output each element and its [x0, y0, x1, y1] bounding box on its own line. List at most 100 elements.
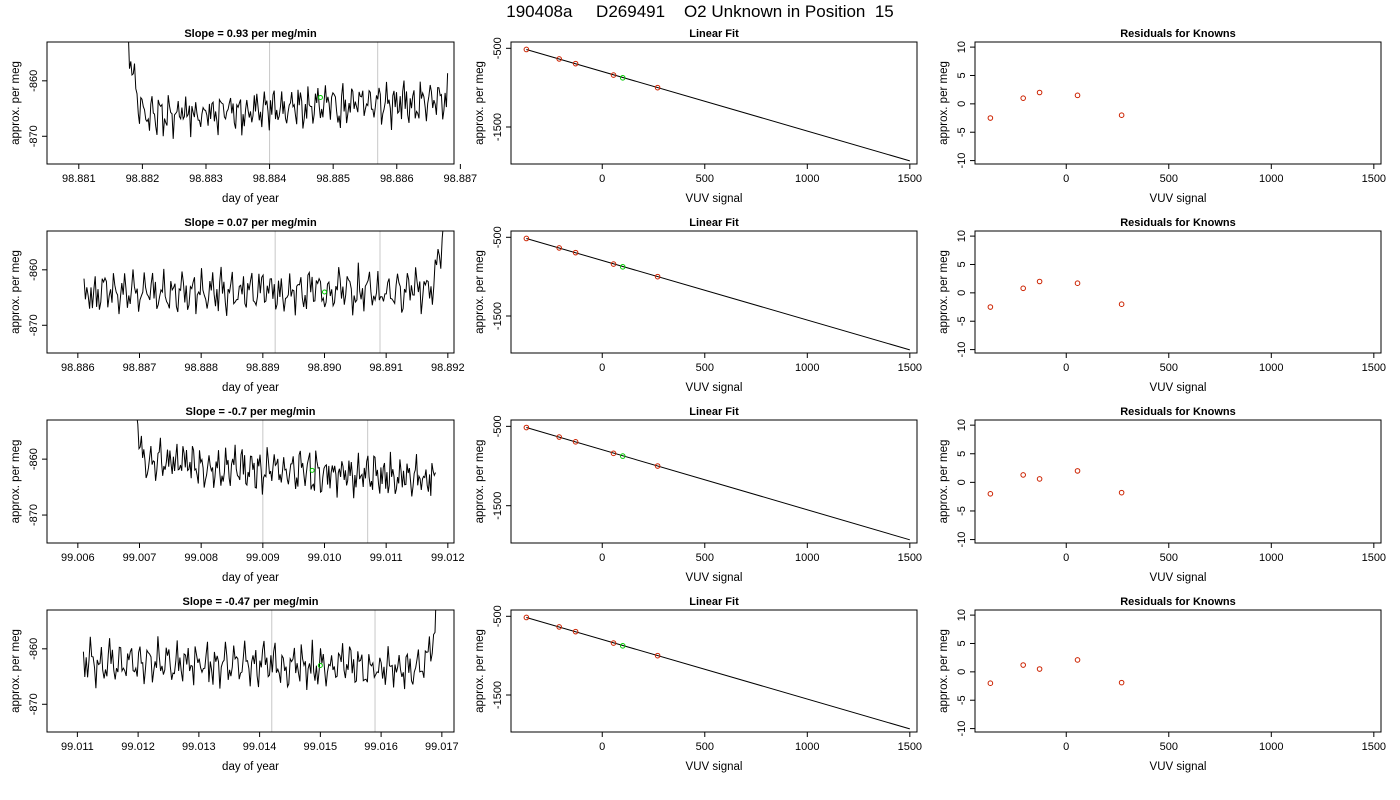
unknown-point [619, 75, 626, 81]
chart-title: Linear Fit [689, 217, 739, 229]
x-tick-label: 98.892 [431, 362, 465, 374]
plot-frame [510, 419, 918, 544]
x-tick-label: 0 [599, 741, 605, 753]
y-tick-label: -500 [492, 226, 504, 248]
x-axis-label: day of year [222, 382, 279, 394]
x-tick-label: 1000 [1259, 173, 1283, 185]
known-point [1036, 278, 1043, 285]
plot-frame [974, 230, 1382, 354]
chart-title: Residuals for Knowns [1120, 217, 1236, 229]
x-tick-label: 1500 [1362, 173, 1386, 185]
x-tick-label: 0 [599, 173, 605, 185]
y-tick-label: -5 [956, 506, 968, 516]
y-tick-label: -1500 [492, 492, 504, 520]
x-axis-label: VUV signal [1150, 761, 1207, 773]
fit-line [526, 616, 910, 730]
known-point [654, 84, 661, 91]
chart-panel-r2-c3: Residuals for Knowns 0 500 1000 1500 10 5 0 -5 -1… [938, 217, 1386, 394]
x-tick-label: 98.887 [123, 362, 157, 374]
plot-frame [510, 230, 918, 354]
x-tick-label: 500 [1160, 362, 1178, 374]
unknown-point [322, 289, 327, 295]
plot-frame [46, 419, 455, 544]
x-tick-label: 0 [599, 552, 605, 564]
plot-frame [974, 419, 1382, 544]
y-axis-label: approx. per meg [938, 440, 950, 524]
x-tick-label: 99.009 [246, 552, 280, 564]
x-tick-label: 98.882 [126, 173, 160, 185]
known-point [572, 439, 579, 445]
chart-title: Slope = -0.7 per meg/min [186, 406, 316, 418]
known-point [610, 450, 617, 457]
x-axis-label: VUV signal [686, 382, 743, 394]
y-tick-label: -500 [492, 415, 504, 437]
data-trace [128, 42, 449, 139]
unknown-point [317, 662, 323, 668]
x-tick-label: 0 [1063, 552, 1069, 564]
y-axis-label: approx. per meg [938, 61, 950, 145]
x-tick-label: 1000 [795, 741, 819, 753]
known-point [523, 424, 530, 431]
y-tick-label: 0 [956, 669, 968, 675]
known-point [654, 463, 661, 469]
x-tick-label: 1500 [898, 173, 922, 185]
known-point [610, 640, 617, 646]
x-tick-label: 99.008 [184, 552, 218, 564]
known-point [1020, 95, 1026, 101]
fit-line [526, 237, 910, 351]
x-tick-label: 99.016 [364, 741, 398, 753]
x-tick-label: 500 [1160, 741, 1178, 753]
chart-title: Slope = -0.47 per meg/min [182, 596, 318, 608]
y-tick-label: -870 [28, 693, 40, 715]
y-tick-label: -1500 [492, 681, 504, 709]
known-point [1036, 666, 1043, 672]
unknown-point [317, 94, 323, 100]
y-tick-label: 10 [956, 230, 968, 242]
known-point [654, 652, 661, 659]
known-point [1118, 112, 1125, 118]
y-tick-label: -1500 [492, 113, 504, 141]
y-tick-label: 10 [956, 609, 968, 621]
known-point [987, 304, 994, 310]
x-tick-label: 98.889 [246, 362, 280, 374]
x-axis-label: VUV signal [1150, 572, 1207, 584]
x-tick-label: 99.017 [425, 741, 459, 753]
known-point [556, 624, 562, 630]
x-tick-label: 98.881 [62, 173, 96, 185]
known-point [610, 261, 617, 267]
data-trace [136, 420, 436, 499]
x-axis-label: day of year [222, 761, 279, 773]
y-tick-label: -5 [956, 316, 968, 326]
known-point [572, 249, 579, 256]
x-axis-label: VUV signal [686, 572, 743, 584]
x-tick-label: 0 [1063, 173, 1069, 185]
chart-title: Linear Fit [689, 596, 739, 608]
known-point [1036, 89, 1043, 96]
plot-frame [974, 41, 1382, 165]
y-tick-label: 0 [956, 101, 968, 107]
y-tick-label: 5 [956, 72, 968, 78]
chart-title: Residuals for Knowns [1120, 28, 1236, 40]
known-point [1118, 679, 1125, 686]
chart-panel-r1-c3: Residuals for Knowns 0 500 1000 1500 10 5 0 -5 -1… [938, 28, 1386, 205]
known-point [1118, 489, 1125, 496]
known-point [556, 434, 562, 440]
y-tick-label: -870 [28, 125, 40, 147]
y-tick-label: -870 [28, 504, 40, 526]
y-axis-label: approx. per meg [10, 629, 22, 713]
x-axis-label: VUV signal [1150, 193, 1207, 205]
unknown-point [619, 643, 626, 649]
x-tick-label: 1000 [795, 552, 819, 564]
x-tick-label: 1000 [1259, 741, 1283, 753]
chart-panel-r4-c2: Linear Fit 0 500 1000 1500 -500 -1500 VUV signa… [474, 596, 922, 773]
x-tick-label: 99.012 [431, 552, 465, 564]
x-tick-label: 1000 [1259, 362, 1283, 374]
y-tick-label: -500 [492, 605, 504, 627]
x-tick-label: 99.011 [61, 741, 94, 753]
x-tick-label: 98.883 [189, 173, 223, 185]
x-axis-label: day of year [222, 572, 279, 584]
y-tick-label: -10 [956, 342, 968, 358]
y-tick-label: 5 [956, 640, 968, 646]
known-point [556, 56, 562, 62]
